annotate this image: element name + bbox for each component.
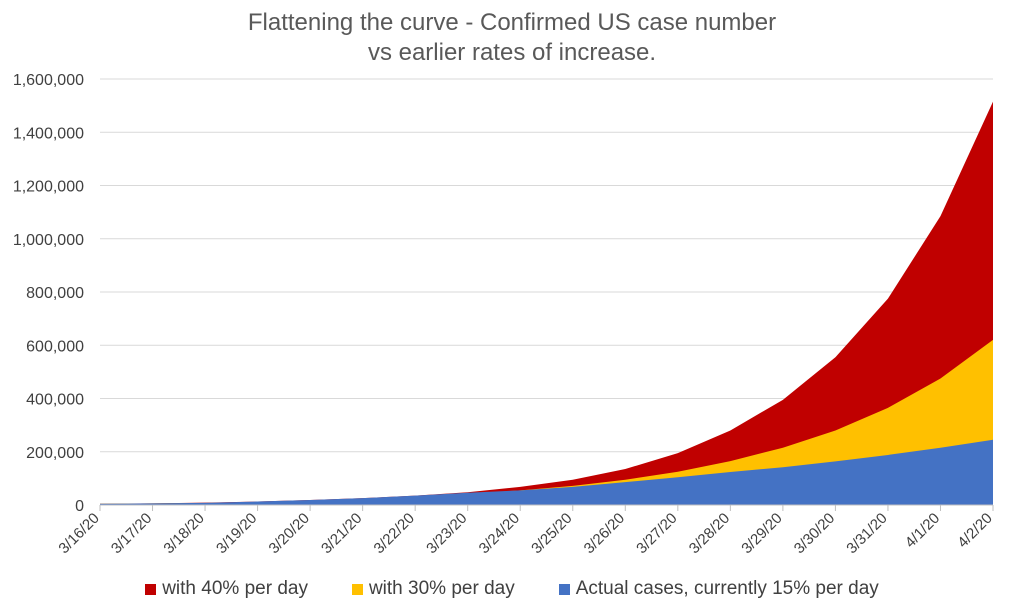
legend-item-actual: Actual cases, currently 15% per day xyxy=(558,578,879,600)
series-areas xyxy=(100,101,993,505)
x-tick-label: 3/31/20 xyxy=(843,510,890,557)
y-tick-label: 600,000 xyxy=(26,338,84,355)
x-tick-label: 3/29/20 xyxy=(738,510,785,557)
y-tick-label: 1,400,000 xyxy=(13,125,84,142)
chart-title-line-2: vs earlier rates of increase. xyxy=(367,39,657,66)
legend-label-30pct: with 30% per day xyxy=(368,578,515,599)
legend-swatch-actual xyxy=(558,583,570,595)
x-tick-label: 3/20/20 xyxy=(266,510,313,557)
series-area-1 xyxy=(100,339,993,505)
series-area-2 xyxy=(100,439,993,505)
x-tick-label: 4/2/20 xyxy=(954,510,996,552)
x-tick-label: 3/21/20 xyxy=(318,510,365,557)
x-tick-label: 3/17/20 xyxy=(108,510,155,557)
gridlines xyxy=(100,78,993,453)
x-tick-label: 3/18/20 xyxy=(160,510,207,557)
x-tick-label: 3/25/20 xyxy=(528,510,575,557)
x-tick-label: 3/16/20 xyxy=(55,510,102,557)
y-tick-label: 1,000,000 xyxy=(13,232,84,249)
y-tick-label: 1,200,000 xyxy=(13,179,84,196)
y-tick-label: 200,000 xyxy=(26,445,84,462)
legend-label-40pct: with 40% per day xyxy=(162,578,308,599)
legend-item-40pct: with 40% per day xyxy=(145,578,308,600)
y-tick-label: 800,000 xyxy=(26,285,84,302)
legend-swatch-40pct xyxy=(145,583,157,595)
chart-title: Flattening the curve - Confirmed US case… xyxy=(0,8,1024,68)
x-tick-label: 3/23/20 xyxy=(423,510,470,557)
y-tick-label: 400,000 xyxy=(26,392,84,409)
chart-title-line-1: Flattening the curve - Confirmed US case… xyxy=(247,9,777,36)
x-tick-label: 3/19/20 xyxy=(213,510,260,557)
legend-item-30pct: with 30% per day xyxy=(351,578,515,600)
chart-legend: with 40% per day with 30% per day Actual… xyxy=(0,578,1024,600)
y-tick-label: 1,600,000 xyxy=(13,72,84,89)
x-tick-label: 3/26/20 xyxy=(581,510,628,557)
x-tick-label: 3/28/20 xyxy=(686,510,733,557)
x-tick-label: 3/27/20 xyxy=(633,510,680,557)
legend-label-actual: Actual cases, currently 15% per day xyxy=(575,578,879,599)
x-tick-label: 3/30/20 xyxy=(791,510,838,557)
y-tick-label: 0 xyxy=(75,498,84,515)
x-tick-label: 3/22/20 xyxy=(371,510,418,557)
x-tick-label: 3/24/20 xyxy=(476,510,523,557)
x-tick-label: 4/1/20 xyxy=(902,510,944,552)
legend-swatch-30pct xyxy=(351,583,363,595)
